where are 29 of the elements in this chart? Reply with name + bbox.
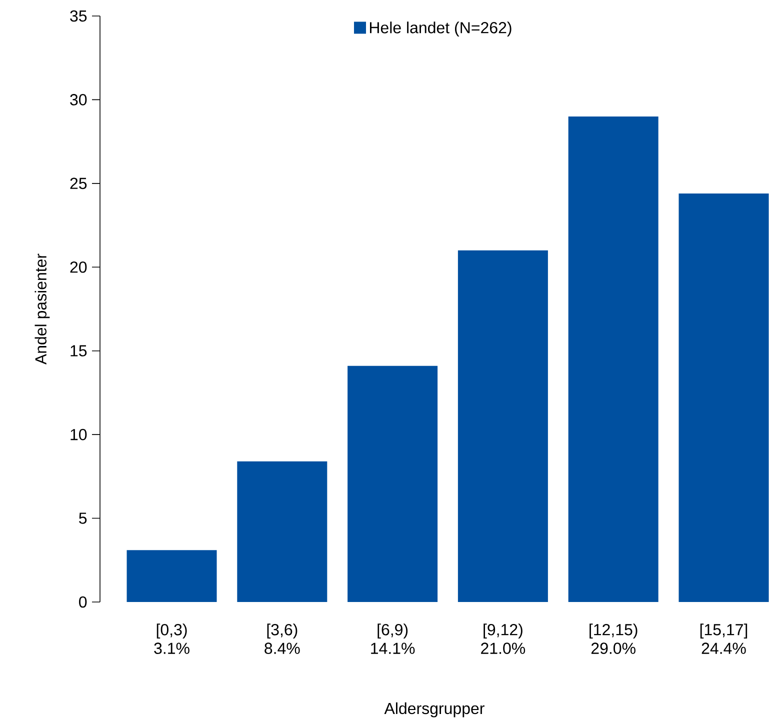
x-tick-label: [15,17] (700, 624, 748, 639)
bar (348, 366, 438, 602)
y-tick-label: 10 (70, 428, 87, 440)
data-label: 21.0% (481, 642, 526, 654)
data-label: 14.1% (371, 642, 415, 654)
x-tick-label: [12,15) (590, 624, 638, 639)
x-tick-label: [3,6) (267, 624, 298, 639)
y-tick-label: 35 (70, 10, 87, 22)
data-label: 29.0% (591, 642, 636, 654)
x-tick-label: [9,12) (484, 624, 522, 639)
y-tick-label: 20 (70, 261, 87, 273)
y-axis-title: Andel pasienter (34, 254, 50, 365)
bar (237, 461, 328, 602)
y-tick-label: 25 (70, 178, 87, 190)
bar (126, 550, 217, 602)
data-label: 3.1% (154, 642, 190, 654)
bar (678, 193, 769, 602)
bar (568, 116, 658, 602)
data-label: 8.4% (264, 642, 300, 654)
legend-label: Hele landet (N=262) (370, 22, 512, 36)
x-axis-title: Aldersgrupper (384, 702, 484, 718)
y-tick-label: 30 (70, 94, 87, 106)
x-tick-label: [6,9) (378, 624, 408, 639)
data-label: 24.4% (702, 642, 746, 654)
bar (458, 250, 548, 602)
x-tick-label: [0,3) (156, 624, 187, 639)
y-tick-label: 5 (79, 512, 87, 524)
y-tick-label: 0 (79, 596, 87, 608)
y-tick-label: 15 (70, 345, 87, 356)
